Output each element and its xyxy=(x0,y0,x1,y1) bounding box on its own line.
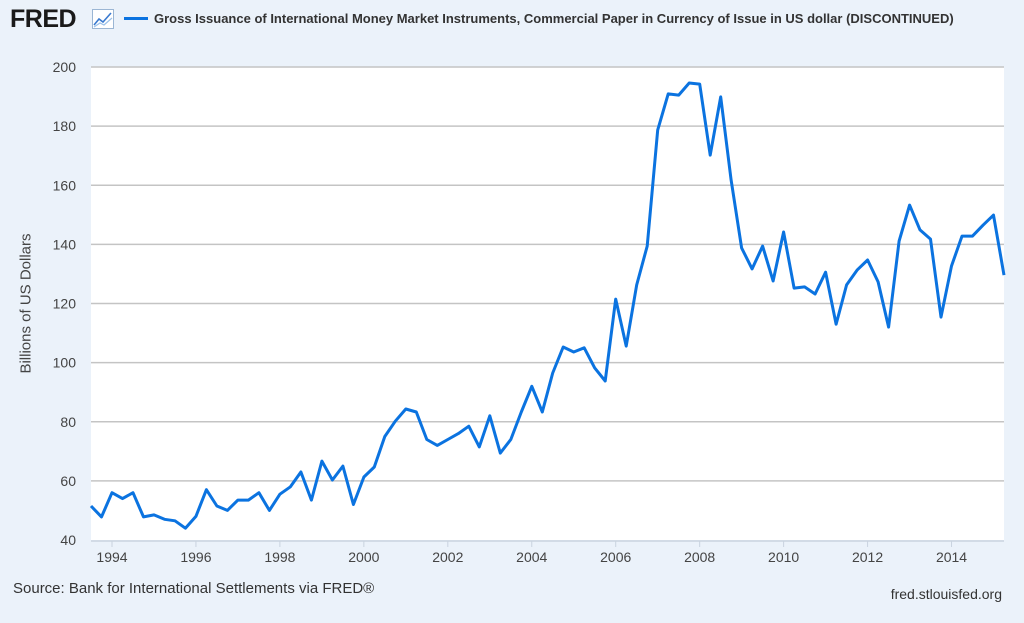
x-tick-label: 1994 xyxy=(96,549,127,565)
site-link[interactable]: fred.stlouisfed.org xyxy=(890,586,1002,602)
x-tick-label: 2008 xyxy=(684,549,715,565)
y-tick-label: 200 xyxy=(53,59,77,75)
x-tick-label: 2006 xyxy=(600,549,631,565)
y-tick-label: 160 xyxy=(53,177,77,193)
y-tick-label: 100 xyxy=(53,355,77,371)
y-tick-label: 140 xyxy=(53,236,77,252)
y-tick-label: 40 xyxy=(60,532,76,548)
y-tick-label: 180 xyxy=(53,118,77,134)
source-note: Source: Bank for International Settlemen… xyxy=(13,580,375,597)
x-tick-label: 2000 xyxy=(348,549,379,565)
y-tick-label: 60 xyxy=(60,473,76,489)
x-tick-label: 1996 xyxy=(180,549,211,565)
line-chart-icon xyxy=(92,9,114,29)
fred-logo[interactable]: FRED xyxy=(10,5,77,33)
x-tick-label: 2002 xyxy=(432,549,463,565)
x-tick-label: 2012 xyxy=(852,549,883,565)
y-tick-label: 80 xyxy=(60,414,76,430)
series-line xyxy=(89,81,1006,530)
x-tick-label: 1998 xyxy=(264,549,295,565)
x-tick-label: 2014 xyxy=(936,549,967,565)
legend: Gross Issuance of International Money Ma… xyxy=(124,11,954,26)
legend-label: Gross Issuance of International Money Ma… xyxy=(154,11,954,26)
x-tick-label: 2010 xyxy=(768,549,799,565)
x-tick-label: 2004 xyxy=(516,549,547,565)
y-tick-label: 120 xyxy=(53,296,77,312)
legend-swatch xyxy=(124,17,148,20)
